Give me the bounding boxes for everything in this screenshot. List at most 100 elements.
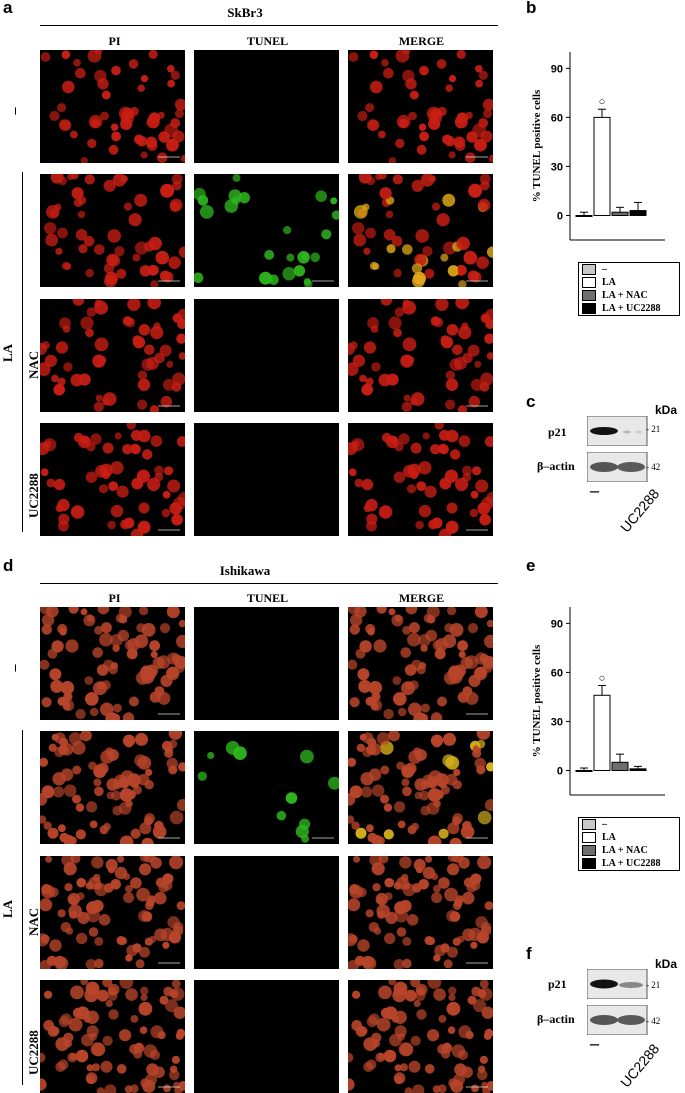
legend-b: – LA LA + NAC LA + UC2288 xyxy=(578,262,680,316)
y-tick-label: 90 xyxy=(551,63,563,75)
legend-swatch xyxy=(582,303,596,314)
micrograph-merge-la xyxy=(348,174,493,287)
legend-swatch xyxy=(582,819,596,830)
lane-label-control-c: – xyxy=(590,480,599,500)
legend-label: LA xyxy=(602,832,616,843)
y-tick-label: 30 xyxy=(551,716,563,728)
micrograph-merge-uc2288-bottom xyxy=(348,980,493,1093)
legend-label: LA + UC2288 xyxy=(602,303,661,314)
lane-label-control-f: – xyxy=(590,1033,599,1053)
column-header-tunel-bottom: TUNEL xyxy=(246,591,289,605)
bar xyxy=(593,694,611,771)
row-label-control-bottom: – xyxy=(7,664,23,672)
micrograph-merge-uc2288 xyxy=(348,423,493,536)
legend-swatch xyxy=(582,832,596,843)
legend-entry: LA + NAC xyxy=(579,289,679,302)
protein-label-p21-c: p21 xyxy=(548,425,567,439)
legend-label: LA xyxy=(602,277,616,288)
legend-swatch xyxy=(582,277,596,288)
bar xyxy=(593,116,611,216)
column-header-pi-bottom: PI xyxy=(108,591,121,605)
bar xyxy=(611,761,629,771)
micrograph-merge-control xyxy=(348,50,493,163)
bar xyxy=(575,769,593,772)
bar xyxy=(575,214,593,217)
legend-label: LA + NAC xyxy=(602,290,648,301)
micrograph-pi-uc2288-bottom xyxy=(40,980,185,1093)
y-tick-label: 0 xyxy=(557,765,563,777)
mw-marker-42-c: - 42 xyxy=(646,462,661,472)
panel-label-c: c xyxy=(526,392,536,411)
la-bracket-top xyxy=(22,172,23,532)
panel-label-f: f xyxy=(526,944,532,963)
y-tick-label: 0 xyxy=(557,210,563,222)
title-underline-bottom xyxy=(40,583,498,584)
lane-label-uc2288-c: UC2288 xyxy=(617,485,663,536)
cell-line-title-top: SkBr3 xyxy=(227,5,263,20)
legend-e: – LA LA + NAC LA + UC2288 xyxy=(578,817,680,871)
lane-label-uc2288-f: UC2288 xyxy=(617,1040,663,1091)
bar-chart-e: 0 30 60 90 % TUNEL positive cells ○ xyxy=(531,607,665,796)
y-tick-label: 60 xyxy=(551,667,563,679)
panel-label-b: b xyxy=(526,0,537,17)
legend-entry: LA xyxy=(579,276,679,289)
micrograph-pi-nac-bottom xyxy=(40,856,185,969)
mw-marker-42-f: - 42 xyxy=(646,1016,661,1026)
micrograph-tunel-nac xyxy=(194,299,339,412)
bar xyxy=(629,768,647,771)
micrograph-tunel-la xyxy=(194,174,339,287)
y-axis-label: % TUNEL positive cells xyxy=(531,644,543,757)
mw-marker-21-f: - 21 xyxy=(646,980,661,990)
micrograph-merge-la-bottom xyxy=(348,731,493,844)
micrograph-pi-nac xyxy=(40,299,185,412)
micrograph-pi-uc2288 xyxy=(40,423,185,536)
western-blot-p21-f xyxy=(587,969,679,999)
row-label-la-top: LA xyxy=(0,343,15,362)
y-axis-label: % TUNEL positive cells xyxy=(531,89,543,202)
micrograph-tunel-control-bottom xyxy=(194,607,339,720)
row-label-la-bottom: LA xyxy=(0,899,15,918)
legend-entry: LA + UC2288 xyxy=(579,302,679,315)
western-blot-actin-c xyxy=(587,452,679,482)
western-blot-actin-f xyxy=(587,1005,679,1035)
panel-label-d: d xyxy=(3,556,14,575)
protein-label-p21-f: p21 xyxy=(548,977,567,991)
y-tick-label: 60 xyxy=(551,112,563,124)
la-bracket-bottom xyxy=(22,730,23,1085)
protein-label-actin-c: β–actin xyxy=(537,459,575,473)
legend-swatch xyxy=(582,845,596,856)
micrograph-tunel-nac-bottom xyxy=(194,856,339,969)
legend-swatch xyxy=(582,264,596,275)
panel-label-e: e xyxy=(526,556,536,575)
significance-marker: ○ xyxy=(599,96,606,108)
column-header-merge-bottom: MERGE xyxy=(398,591,445,605)
micrograph-pi-control-bottom xyxy=(40,607,185,720)
title-underline-top xyxy=(40,25,498,26)
micrograph-tunel-uc2288-bottom xyxy=(194,980,339,1093)
column-header-merge: MERGE xyxy=(398,34,445,48)
bar xyxy=(611,211,629,216)
column-header-tunel: TUNEL xyxy=(246,34,289,48)
western-blot-p21-c xyxy=(587,416,679,446)
y-tick-label: 30 xyxy=(551,161,563,173)
panel-label-a: a xyxy=(3,0,13,17)
bar-chart-b: 0 30 60 90 % TUNEL positive cells ○ xyxy=(531,52,665,241)
protein-label-actin-f: β–actin xyxy=(537,1012,575,1026)
legend-label: – xyxy=(602,264,607,275)
significance-marker: ○ xyxy=(599,672,606,684)
legend-entry: LA xyxy=(579,831,679,844)
column-header-pi: PI xyxy=(108,34,121,48)
y-tick-label: 90 xyxy=(551,618,563,630)
micrograph-merge-nac xyxy=(348,299,493,412)
legend-label: LA + UC2288 xyxy=(602,858,661,869)
legend-entry: – xyxy=(579,818,679,831)
micrograph-merge-nac-bottom xyxy=(348,856,493,969)
row-label-control: – xyxy=(7,107,23,115)
legend-entry: LA + UC2288 xyxy=(579,857,679,870)
mw-marker-21-c: - 21 xyxy=(646,424,661,434)
legend-entry: – xyxy=(579,263,679,276)
legend-label: LA + NAC xyxy=(602,845,648,856)
kda-label-f: kDa xyxy=(655,957,678,971)
kda-label-c: kDa xyxy=(655,403,678,417)
micrograph-pi-la-bottom xyxy=(40,731,185,844)
